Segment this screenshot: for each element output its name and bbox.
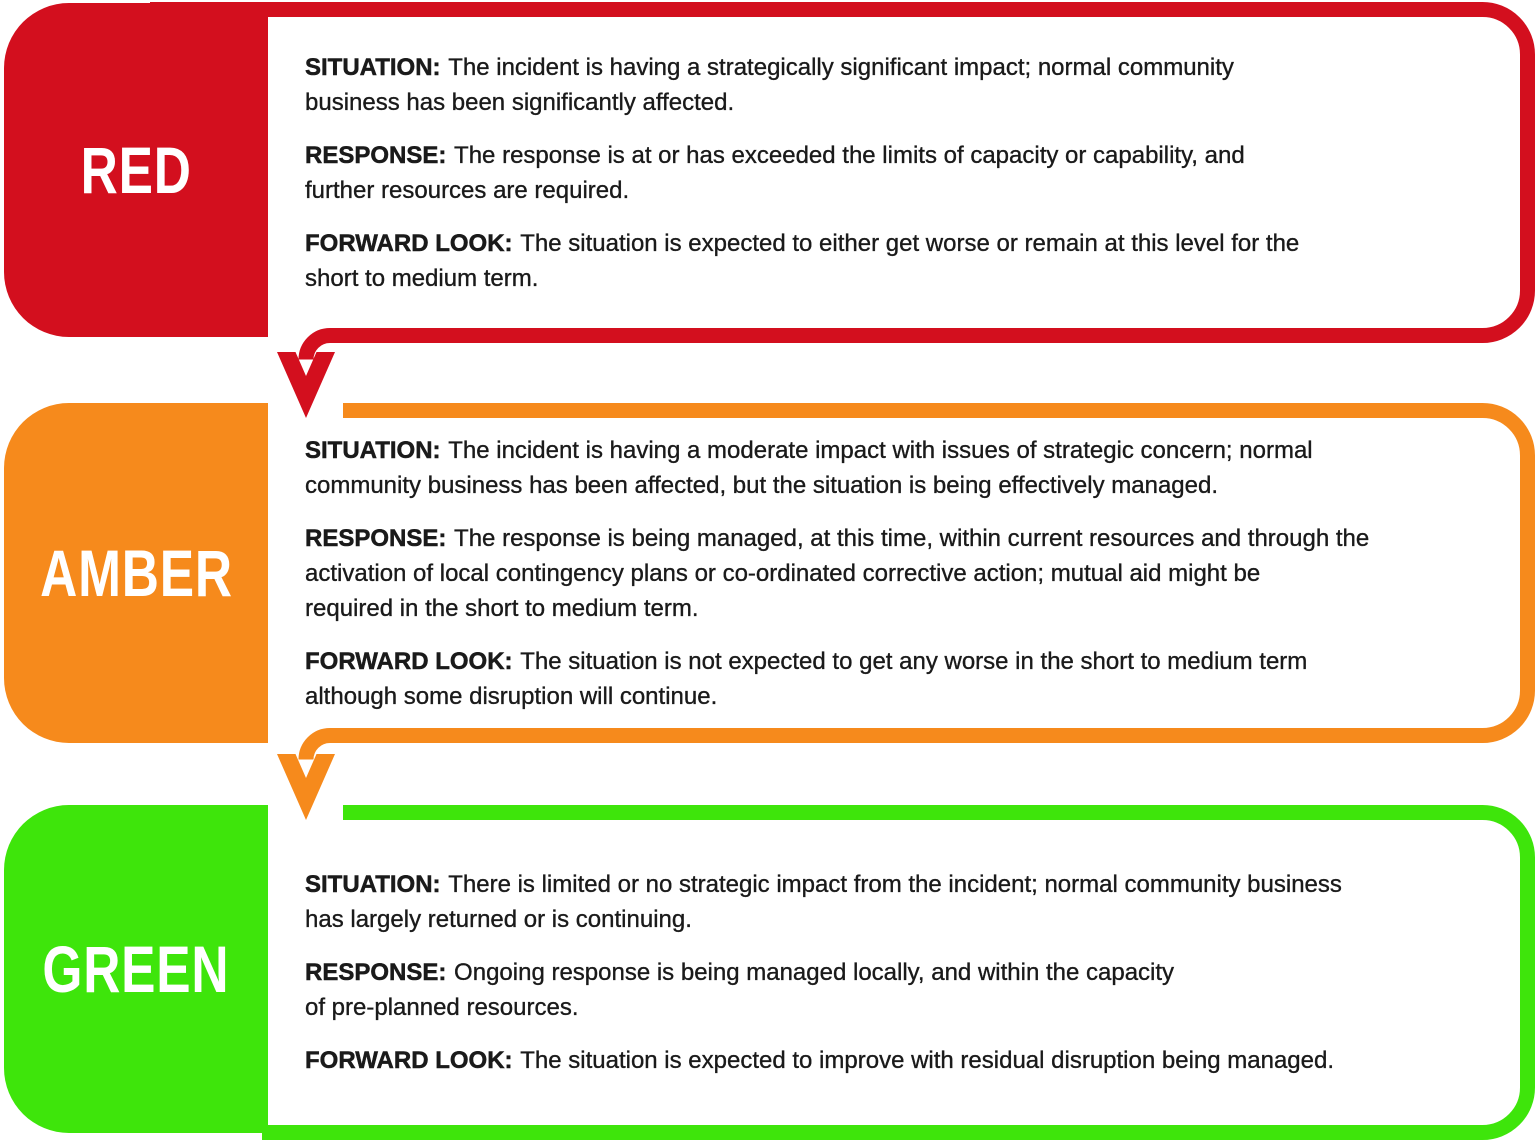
forward-look-text: The situation is expected to improve wit… [520, 1047, 1335, 1074]
response-label: RESPONSE: [305, 141, 447, 169]
response-text: The response is being managed, at this t… [305, 524, 1370, 622]
red-situation-paragraph: SITUATION: The incident is having a strat… [305, 50, 1480, 120]
amber-content-box: SITUATION: The incident is having a moder… [268, 418, 1520, 728]
red-label-block: RED [4, 3, 268, 337]
green-forward-look-paragraph: FORWARD LOOK: The situation is expected t… [305, 1043, 1480, 1078]
green-response-paragraph: RESPONSE: Ongoing response is being manag… [305, 955, 1480, 1025]
red-content-box: SITUATION: The incident is having a strat… [268, 17, 1520, 328]
green-label-block: GREEN [4, 805, 268, 1133]
situation-label: SITUATION: [305, 53, 441, 81]
amber-situation-paragraph: SITUATION: The incident is having a moder… [305, 433, 1480, 503]
red-box-outline [150, 2, 1535, 361]
situation-text: There is limited or no strategic impact … [305, 871, 1342, 933]
red-response-paragraph: RESPONSE: The response is at or has excee… [305, 138, 1480, 208]
response-label: RESPONSE: [305, 959, 447, 987]
forward-look-label: FORWARD LOOK: [305, 229, 513, 257]
response-text: The response is at or has exceeded the l… [305, 141, 1245, 204]
situation-text: The incident is having a moderate impact… [305, 436, 1313, 499]
situation-text: The incident is having a strategically s… [305, 53, 1234, 116]
green-box-outline [262, 805, 1535, 1140]
response-label: RESPONSE: [305, 524, 447, 552]
situation-label: SITUATION: [305, 871, 441, 899]
green-box-border [262, 805, 1535, 1140]
amber-response-paragraph: RESPONSE: The response is being managed, … [305, 521, 1480, 626]
green-content-box: SITUATION: There is limited or no strateg… [268, 820, 1520, 1125]
forward-look-text: The situation is expected to either get … [305, 229, 1300, 292]
forward-look-label: FORWARD LOOK: [305, 1047, 513, 1075]
amber-box-outline [298, 403, 1535, 761]
red-box-border [150, 2, 1535, 418]
red-down-arrow-icon [277, 352, 335, 418]
forward-look-text: The situation is not expected to get any… [305, 647, 1308, 710]
red-forward-look-paragraph: FORWARD LOOK: The situation is expected t… [305, 226, 1480, 296]
amber-forward-look-paragraph: FORWARD LOOK: The situation is not expect… [305, 644, 1480, 714]
amber-label-block: AMBER [4, 403, 268, 743]
green-situation-paragraph: SITUATION: There is limited or no strateg… [305, 867, 1480, 937]
amber-box-border [277, 403, 1535, 820]
amber-label: AMBER [39, 536, 233, 610]
amber-down-arrow-icon [277, 754, 335, 820]
green-label: GREEN [42, 932, 230, 1006]
situation-label: SITUATION: [305, 436, 441, 464]
red-label: RED [80, 133, 192, 207]
response-text: Ongoing response is being managed locall… [305, 959, 1175, 1021]
forward-look-label: FORWARD LOOK: [305, 647, 513, 675]
